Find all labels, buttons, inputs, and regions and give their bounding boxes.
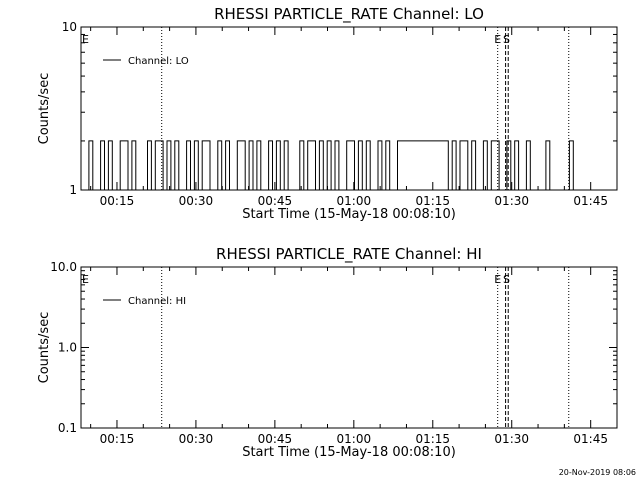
y-tick-label: 0.1 [58, 421, 77, 435]
y-axis-label: Counts/sec [37, 73, 52, 145]
series-line [85, 140, 585, 191]
event-marker-label: E [82, 33, 89, 46]
panel-lo: RHESSI PARTICLE_RATE Channel: LO 00:15 00:… [37, 5, 618, 222]
x-tick-label: 01:00 [337, 432, 372, 446]
footer-timestamp: 20-Nov-2019 08:06 [559, 468, 636, 477]
x-tick-label: 01:30 [494, 432, 529, 446]
y-tick-label: 10 [62, 20, 77, 34]
chart-title: RHESSI PARTICLE_RATE Channel: HI [216, 245, 482, 264]
x-tick-label: 01:00 [337, 194, 372, 208]
legend-label: Channel: LO [128, 56, 189, 67]
x-axis-label: Start Time (15-May-18 00:08:10) [242, 207, 456, 222]
x-axis-label: Start Time (15-May-18 00:08:10) [242, 445, 456, 460]
plot-frame [80, 26, 618, 191]
event-marker-label: E [494, 33, 501, 46]
y-tick-label: 1 [69, 183, 77, 197]
x-tick-label: 01:45 [573, 432, 608, 446]
x-tick-label: 00:30 [179, 432, 214, 446]
x-tick-label: 00:15 [100, 432, 135, 446]
y-axis-label: Counts/sec [37, 312, 52, 384]
x-tick-label: 01:15 [415, 194, 450, 208]
chart-title: RHESSI PARTICLE_RATE Channel: LO [214, 5, 484, 24]
x-tick-label: 00:30 [179, 194, 214, 208]
event-marker-label: S [503, 33, 510, 46]
event-marker-label: S [503, 273, 510, 286]
y-tick-label: 1.0 [58, 341, 77, 355]
panel-hi: RHESSI PARTICLE_RATE Channel: HI 00:15 00:… [37, 245, 618, 460]
x-tick-label: 01:15 [415, 432, 450, 446]
legend-label: Channel: HI [128, 296, 186, 307]
y-tick-label: 10.0 [50, 260, 77, 274]
x-tick-label: 01:30 [494, 194, 529, 208]
x-tick-label: 00:45 [258, 194, 293, 208]
event-marker-label: E [494, 273, 501, 286]
event-marker-label: E [82, 273, 89, 286]
x-tick-label: 00:15 [100, 194, 135, 208]
x-tick-label: 00:45 [258, 432, 293, 446]
x-tick-label: 01:45 [573, 194, 608, 208]
